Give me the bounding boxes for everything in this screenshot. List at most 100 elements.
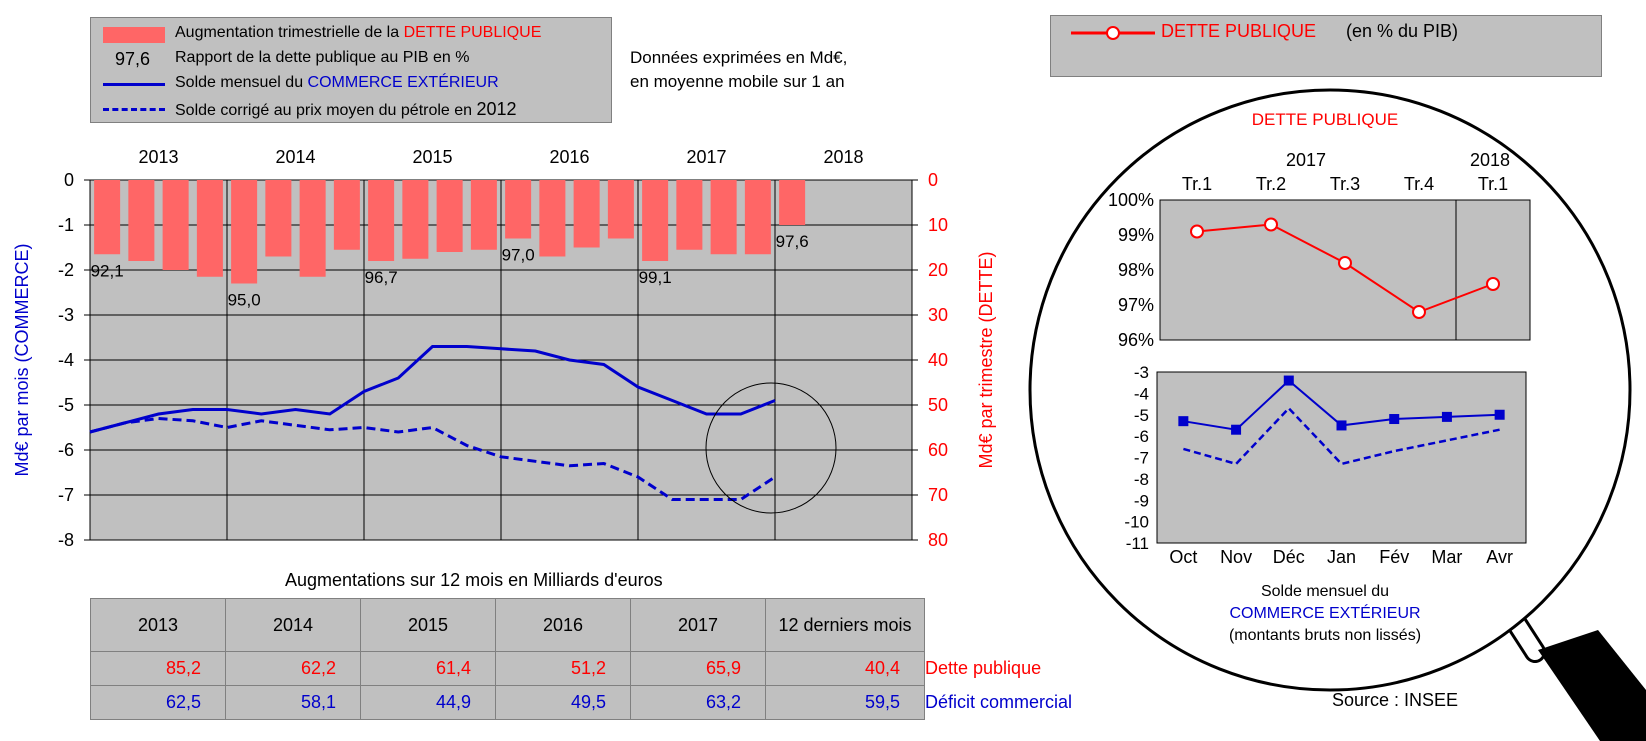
- zoom-trade-y-tick: -9: [1134, 491, 1149, 510]
- legend-bar-entry: Augmentation trimestrielle de la DETTE P…: [91, 22, 611, 46]
- zoom-trade-point: [1389, 414, 1400, 425]
- debt-bar: [676, 180, 703, 250]
- zoom-trade-point: [1231, 424, 1242, 435]
- zoom-trade-point: [1283, 375, 1294, 386]
- zoom-debt-y-tick: 100%: [1108, 190, 1154, 210]
- row-label-deficit: Déficit commercial: [925, 692, 1073, 712]
- note-line-1: Données exprimées en Md€,: [630, 48, 848, 67]
- zoom-trade-y-tick: -5: [1134, 406, 1149, 425]
- debt-bar: [368, 180, 395, 261]
- table-header-cell: 2013: [90, 598, 226, 652]
- y-tick-label-left: -7: [58, 485, 74, 505]
- debt-bar: [299, 180, 326, 277]
- year-label: 2015: [412, 147, 452, 167]
- y-tick-label-right: 60: [928, 440, 948, 460]
- ratio-label: 97,6: [776, 232, 809, 251]
- y-axis-label-right: Md€ par trimestre (DETTE): [976, 251, 996, 468]
- ratio-label: 92,1: [91, 261, 124, 280]
- y-tick-label-left: -5: [58, 395, 74, 415]
- table-cell: 65,9: [630, 651, 766, 686]
- y-tick-label-right: 50: [928, 395, 948, 415]
- dashed-line-swatch: [103, 108, 165, 111]
- zoom-year-label: 2017: [1286, 150, 1326, 170]
- table-cell: 85,2: [90, 651, 226, 686]
- table-header-cell: 2016: [495, 598, 631, 652]
- y-tick-label-right: 70: [928, 485, 948, 505]
- y-tick-label-left: 0: [64, 170, 74, 190]
- y-tick-label-right: 10: [928, 215, 948, 235]
- legend-solid-entry: Solde mensuel du COMMERCE EXTÉRIEUR: [91, 72, 611, 96]
- table-cell: 59,5: [765, 685, 925, 720]
- y-tick-label-left: -3: [58, 305, 74, 325]
- magnifier-handle-stem: [1484, 579, 1546, 663]
- year-label: 2013: [138, 147, 178, 167]
- legend-main: Augmentation trimestrielle de la DETTE P…: [90, 17, 612, 123]
- legend-zoom-suffix: (en % du PIB): [1346, 21, 1459, 41]
- zoom-marker-circle: [705, 382, 837, 514]
- zoom-debt-line: [1196, 223, 1494, 314]
- debt-bar: [779, 180, 806, 225]
- debt-bar: [265, 180, 292, 257]
- zoom-trade-x-label: Oct: [1169, 547, 1197, 567]
- ratio-label: 99,1: [639, 268, 672, 287]
- zoom-trade-plot-area: [1156, 371, 1527, 544]
- legend-solid-highlight: COMMERCE EXTÉRIEUR: [307, 74, 499, 91]
- zoom-debt-x-label: Tr.1: [1182, 174, 1212, 194]
- table-cell: 62,5: [90, 685, 226, 720]
- y-tick-label-right: 0: [928, 170, 938, 190]
- table-row-deficit: 62,5 58,1 44,9 49,5 63,2 59,5: [90, 685, 925, 720]
- zoom-trade-point: [1441, 411, 1452, 422]
- zoom-trade-x-label: Déc: [1273, 547, 1305, 567]
- debt-bar: [162, 180, 189, 270]
- y-axis-label-left: Md€ par mois (COMMERCE): [12, 243, 32, 476]
- zoom-trade-point: [1178, 416, 1189, 427]
- table-header-cell: 12 derniers mois: [765, 598, 925, 652]
- source-text: Source : INSEE: [1332, 690, 1459, 710]
- zoom-trade-corrected-line: [1183, 406, 1500, 466]
- debt-bar: [710, 180, 737, 255]
- magnifier-handle-grip: [1538, 630, 1646, 741]
- y-tick-label-right: 30: [928, 305, 948, 325]
- debt-bar: [94, 180, 121, 255]
- y-tick-label-left: -4: [58, 350, 74, 370]
- table-cell: 63,2: [630, 685, 766, 720]
- table-cell: 49,5: [495, 685, 631, 720]
- legend-zoom-label: DETTE PUBLIQUE: [1161, 21, 1317, 41]
- y-tick-label-left: -1: [58, 215, 74, 235]
- trade-balance-corrected-line: [89, 416, 776, 501]
- zoom-debt-x-label: Tr.4: [1404, 174, 1434, 194]
- zoom-caption-line-3: (montants bruts non lissés): [1229, 627, 1421, 644]
- y-tick-label-left: -6: [58, 440, 74, 460]
- note-line-2: en moyenne mobile sur 1 an: [630, 72, 845, 91]
- table-cell: 62,2: [225, 651, 361, 686]
- legend-ratio-sample: 97,6: [115, 49, 151, 69]
- ratio-label: 95,0: [228, 291, 261, 310]
- ratio-label: 96,7: [365, 268, 398, 287]
- table-header-row: 2013 2014 2015 2016 2017 12 derniers moi…: [90, 598, 925, 652]
- legend-zoom-marker: [1071, 26, 1155, 40]
- zoom-trade-y-tick: -8: [1134, 470, 1149, 489]
- debt-bar: [607, 180, 634, 239]
- zoom-debt-y-tick: 96%: [1118, 330, 1154, 350]
- magnifier-handle-inner: [1487, 582, 1543, 660]
- table-header-cell: 2015: [360, 598, 496, 652]
- y-tick-label-right: 20: [928, 260, 948, 280]
- row-label-dette: Dette publique: [925, 658, 1042, 678]
- legend-dashed-entry: Solde corrigé au prix moyen du pétrole e…: [91, 97, 611, 121]
- solid-line-swatch: [103, 83, 165, 86]
- plot-area: [89, 179, 913, 541]
- zoom-trade-line: [1183, 379, 1500, 431]
- debt-bar: [402, 180, 429, 259]
- table-cell: 44,9: [360, 685, 496, 720]
- bar-swatch: [103, 27, 165, 43]
- debt-bar: [470, 180, 497, 250]
- table-row-dette: 85,2 62,2 61,4 51,2 65,9 40,4: [90, 651, 925, 686]
- legend-bar-highlight: DETTE PUBLIQUE: [403, 24, 542, 41]
- ratio-label: 97,0: [502, 246, 535, 265]
- y-tick-label-right: 80: [928, 530, 948, 550]
- zoom-trade-point: [1336, 420, 1347, 431]
- zoom-debt-point: [1264, 217, 1278, 232]
- year-label: 2018: [823, 147, 863, 167]
- zoom-caption-line-2: COMMERCE EXTÉRIEUR: [1229, 603, 1420, 622]
- table-title: Augmentations sur 12 mois en Milliards d…: [285, 570, 663, 590]
